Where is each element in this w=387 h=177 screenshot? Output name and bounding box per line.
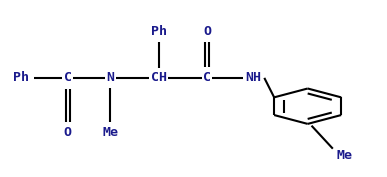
Text: C: C (64, 71, 72, 84)
Text: O: O (203, 25, 211, 38)
Text: C: C (203, 71, 211, 84)
Text: N: N (106, 71, 114, 84)
Text: Me: Me (336, 149, 353, 162)
Text: CH: CH (151, 71, 167, 84)
Text: NH: NH (245, 71, 262, 84)
Text: O: O (64, 126, 72, 139)
Text: Ph: Ph (13, 71, 29, 84)
Text: Me: Me (102, 126, 118, 139)
Text: Ph: Ph (151, 25, 167, 38)
